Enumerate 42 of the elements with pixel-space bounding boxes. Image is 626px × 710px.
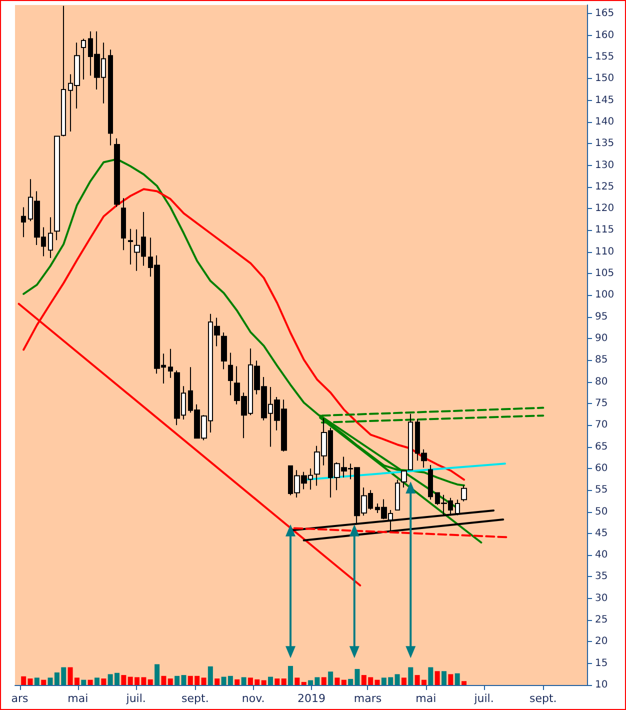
y-tick-label: 45 [595,528,608,539]
y-tick-label: 20 [595,636,608,648]
y-tick-label: 75 [595,398,608,409]
y-tick-label: 50 [595,506,608,518]
y-tick-label: 110 [595,246,614,258]
y-tick-label: 130 [595,160,614,171]
x-tick-label: nov. [242,692,265,705]
y-tick-label: 35 [595,571,608,582]
y-tick-label: 65 [595,441,608,452]
y-tick-label: 55 [595,484,608,496]
y-tick-label: 115 [595,224,614,236]
y-tick-label: 25 [595,614,608,626]
y-tick-label: 150 [595,73,614,84]
y-tick-label: 155 [595,51,614,62]
y-tick-label: 40 [595,550,608,561]
y-tick-label: 80 [595,376,608,388]
x-tick-label: 2019 [297,692,326,705]
y-tick-label: 10 [595,680,608,690]
y-tick-label: 145 [595,94,614,106]
y-tick-label: 105 [595,268,614,280]
y-tick-label: 95 [595,311,608,322]
y-tick-label: 165 [595,8,614,20]
y-tick-label: 160 [595,30,614,41]
y-tick-label: 15 [595,658,608,669]
x-tick-label: juil. [125,692,146,705]
x-tick-label: sept. [530,692,557,705]
y-tick-label: 100 [595,290,614,301]
x-tick-label: ars [11,692,29,705]
y-tick-label: 70 [595,420,608,431]
x-tick-label: mai [68,692,88,705]
x-tick-label: mars [354,692,382,705]
y-tick-label: 85 [595,354,608,366]
y-tick-label: 140 [595,116,614,128]
x-tick-label: mai [416,692,436,705]
y-tick-label: 125 [595,181,614,192]
y-tick-label: 60 [595,462,608,474]
y-tick-label: 90 [595,333,608,344]
y-tick-label: 30 [595,592,608,604]
y-tick-label: 135 [595,138,614,150]
x-tick-label: juil. [473,692,494,705]
y-tick-label: 120 [595,203,614,214]
x-tick-label: sept. [182,692,209,705]
